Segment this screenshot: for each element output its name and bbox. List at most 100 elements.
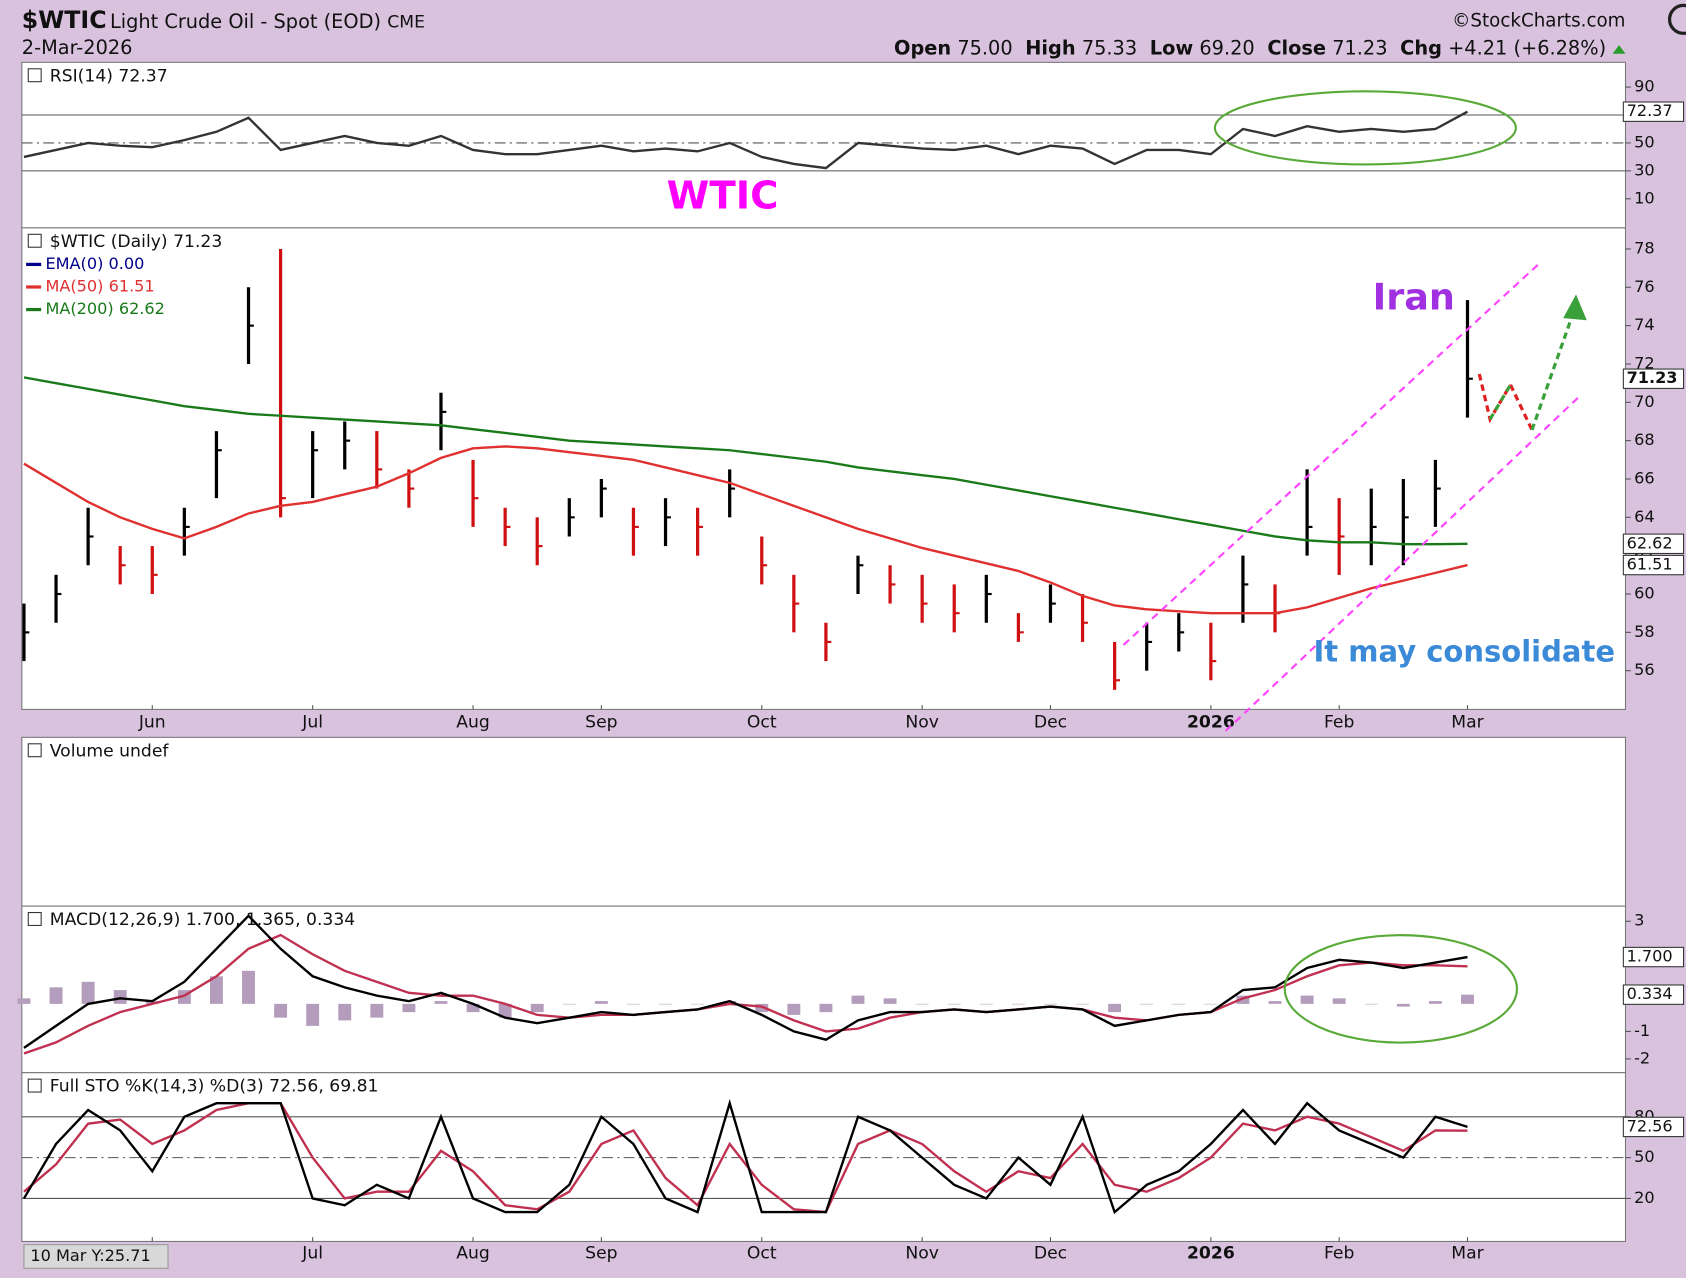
histogram-bar (1204, 1003, 1218, 1005)
rsi-ellipse (1213, 90, 1517, 166)
histogram-bar (819, 1003, 833, 1013)
exchange: CME (387, 13, 425, 33)
histogram-bar (1364, 1003, 1378, 1005)
panel-icon (27, 68, 42, 83)
channel-lower (1224, 394, 1582, 732)
y-tick-label: 70 (1634, 392, 1655, 411)
last-value-label: 0.334 (1627, 984, 1673, 1003)
macd-ellipse (1283, 934, 1519, 1044)
histogram-bar (979, 1003, 993, 1005)
last-value-box (1622, 554, 1685, 576)
histogram-bar (1172, 1003, 1186, 1005)
x-tick-label: Jul (301, 1243, 323, 1263)
histogram-bar (1236, 995, 1250, 1004)
cursor-readout: 10 Mar Y:25.71 (30, 1246, 150, 1265)
histogram-bar (627, 1003, 640, 1005)
x-tick-label: Oct (747, 712, 777, 732)
y-tick-label: 10 (1634, 188, 1655, 207)
histogram-bar (209, 976, 223, 1004)
y-tick-label: 90 (1634, 77, 1655, 96)
x-tick-label: Sep (585, 712, 617, 732)
event-label: Iran (1373, 275, 1455, 318)
panel-title: $WTIC (Daily) 71.23 (50, 232, 223, 252)
histogram-bar (466, 1003, 480, 1013)
legend-entry: MA(200) 62.62 (45, 299, 164, 318)
x-tick-label: Aug (456, 712, 490, 732)
histogram-bar (113, 990, 127, 1004)
histogram-bar (1332, 998, 1346, 1004)
histogram-bar (306, 1003, 320, 1026)
histogram-bar (338, 1003, 352, 1021)
y-tick-label: 50 (1634, 1147, 1655, 1166)
histogram-bar (17, 998, 31, 1004)
y-tick-label: -1 (1634, 1021, 1650, 1040)
high: 75.33 (1082, 36, 1137, 59)
instrument-name: Light Crude Oil - Spot (EOD) (110, 10, 381, 33)
panel-icon (27, 912, 42, 926)
arrow-head (1563, 294, 1587, 321)
histogram-bar (370, 1003, 384, 1018)
last-value-box (1622, 1116, 1685, 1138)
x-tick-label: Nov (905, 712, 939, 732)
last-value-box (1622, 946, 1685, 968)
last-value-label: 61.51 (1627, 555, 1673, 574)
histogram-bar (1396, 1003, 1410, 1007)
y-tick-label: 64 (1634, 507, 1655, 526)
channel-upper (1122, 262, 1541, 646)
y-tick-label: 3 (1634, 911, 1644, 930)
histogram-bar (1461, 994, 1474, 1004)
last-value-box (1622, 984, 1685, 1005)
copyright: ©StockCharts.com (1452, 10, 1625, 31)
last-value-label: 62.62 (1627, 533, 1673, 552)
legend-entry: MA(50) 61.51 (45, 276, 154, 295)
x-tick-label: Jul (301, 712, 323, 732)
y-tick-label: 76 (1634, 277, 1655, 296)
histogram-bar (434, 1001, 448, 1004)
histogram-bar (723, 1001, 737, 1004)
panel (21, 736, 1627, 907)
histogram-bar (915, 1003, 929, 1005)
histogram-bar (402, 1003, 416, 1013)
x-tick-label: Dec (1034, 1243, 1067, 1263)
histogram-bar (49, 987, 63, 1004)
x-tick-label: Feb (1324, 712, 1354, 732)
date: 2-Mar-2026 (22, 36, 133, 59)
panel-title: MACD(12,26,9) 1.700, 1.365, 0.334 (50, 910, 355, 930)
panel-title: Full STO %K(14,3) %D(3) 72.56, 69.81 (50, 1077, 379, 1097)
x-tick-label: Mar (1451, 712, 1484, 732)
y-tick-label: 50 (1634, 132, 1655, 151)
y-tick-label: -2 (1634, 1048, 1650, 1067)
x-tick-label: Aug (456, 1243, 490, 1263)
histogram-bar (947, 1003, 961, 1005)
histogram-bar (787, 1003, 801, 1015)
y-tick-label: 60 (1634, 584, 1655, 603)
close-label: Close (1267, 36, 1326, 59)
panel-icon (27, 1078, 42, 1093)
last-value-label: 72.56 (1627, 1116, 1673, 1135)
x-tick-label: 2026 (1187, 712, 1235, 732)
histogram-bar (1140, 1003, 1154, 1005)
header: $WTIC Light Crude Oil - Spot (EOD) CME 2… (22, 6, 1626, 59)
histogram-bar (594, 1001, 608, 1004)
y-tick-label: 58 (1634, 622, 1655, 641)
histogram-bar (242, 970, 255, 1004)
histogram-bar (691, 1003, 705, 1005)
low: 69.20 (1199, 36, 1254, 59)
x-tick-label: Feb (1324, 1243, 1354, 1263)
low-label: Low (1150, 36, 1194, 59)
histogram-bar (1076, 1003, 1089, 1005)
x-tick-label: Oct (747, 1243, 777, 1263)
series-line (23, 376, 1468, 546)
symbol: $WTIC (22, 6, 107, 34)
histogram-bar (1268, 1001, 1282, 1004)
quote-line: Open 75.00 High 75.33 Low 69.20 Close 71… (894, 36, 1606, 59)
y-tick-label: 72 (1634, 353, 1655, 372)
y-tick-label: 56 (1634, 660, 1655, 679)
x-tick-label: Mar (1451, 1243, 1484, 1263)
series-line (23, 445, 1468, 615)
up-arrow (1612, 45, 1626, 54)
panel (21, 905, 1627, 1074)
panel-title: Volume undef (50, 741, 170, 761)
panel (21, 61, 1627, 229)
x-tick-label: Dec (1034, 712, 1067, 732)
